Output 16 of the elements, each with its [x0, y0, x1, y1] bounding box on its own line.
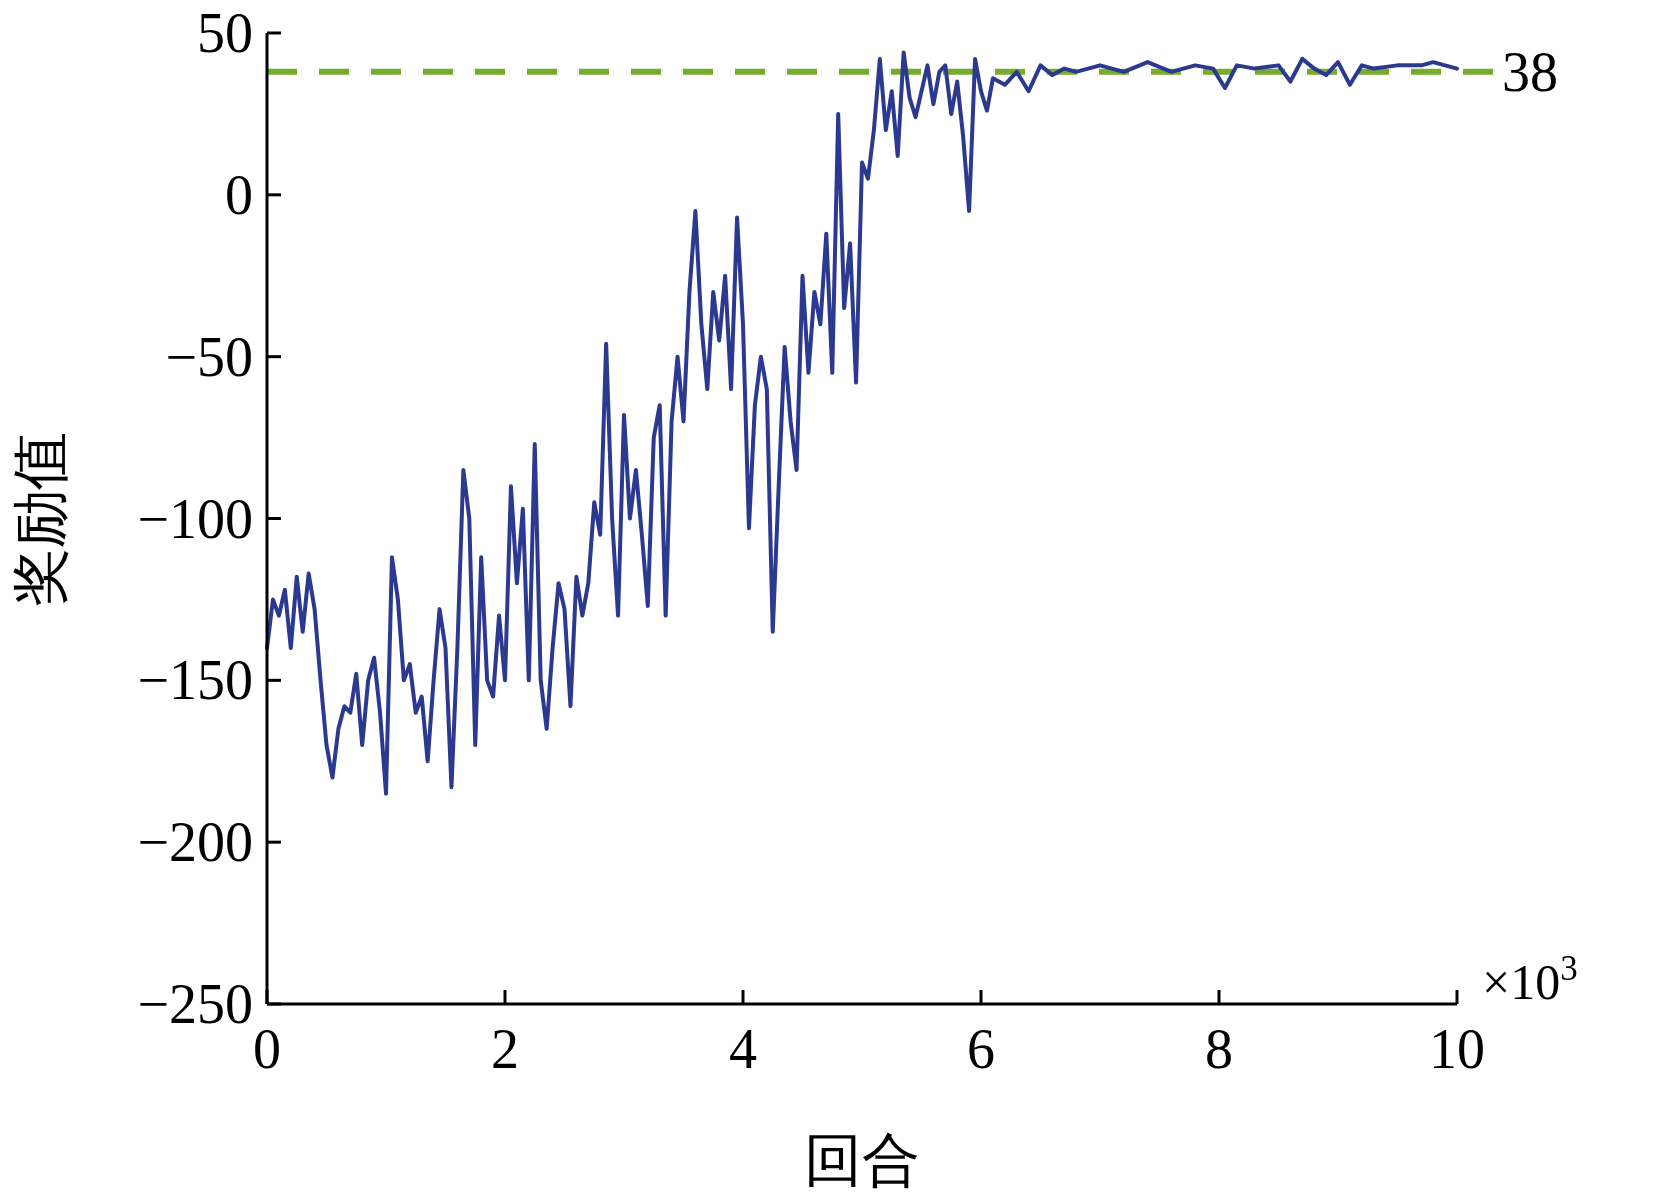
- y-tick-label: 0: [225, 163, 253, 226]
- x-tick-label: 8: [1205, 1018, 1233, 1080]
- x-tick-label: 2: [491, 1018, 519, 1080]
- y-tick-label: 50: [197, 2, 253, 64]
- x-tick-label: 10: [1429, 1018, 1485, 1080]
- text: ×10$^{3}$: [1482, 948, 1578, 1010]
- y-axis-title: 奖励值: [8, 431, 73, 606]
- y-tick-label: −200: [137, 811, 253, 874]
- x-tick-label: 4: [729, 1018, 757, 1080]
- x-axis-title: 回合: [804, 1128, 920, 1193]
- y-tick-label: −250: [137, 973, 253, 1035]
- x-tick-label: 6: [967, 1018, 995, 1080]
- y-tick-label: −100: [137, 487, 253, 550]
- y-tick-label: −150: [137, 649, 253, 712]
- ref-line-label: 38: [1502, 40, 1558, 103]
- y-tick-label: −50: [165, 325, 253, 388]
